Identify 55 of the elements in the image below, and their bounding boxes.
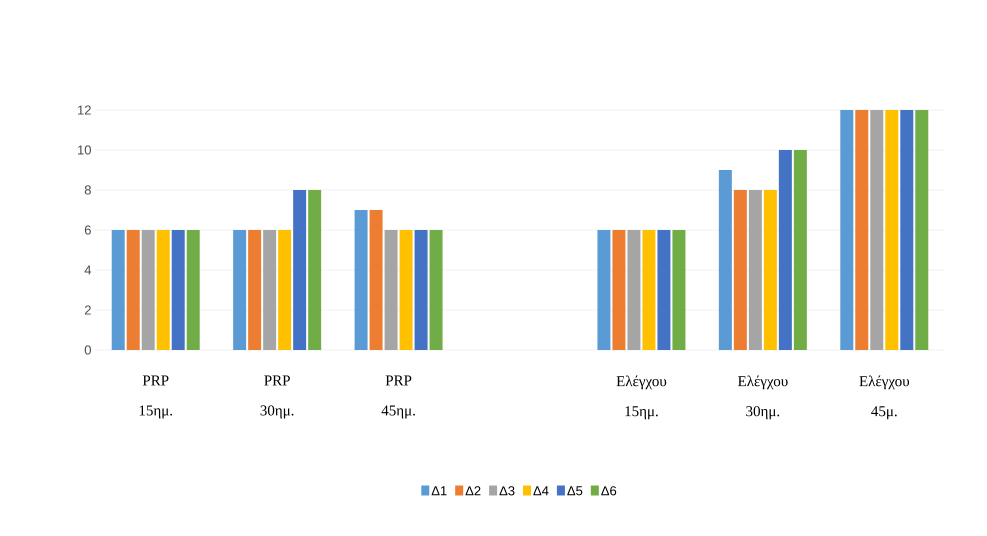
legend-label: Δ1 [432, 486, 447, 496]
bar [794, 150, 807, 350]
legend-label: Δ2 [466, 486, 480, 496]
bar [748, 190, 762, 350]
bar [126, 230, 140, 350]
bar [870, 110, 884, 350]
bar [278, 230, 292, 350]
bar [672, 230, 686, 350]
y-tick-label: 8 [84, 185, 91, 195]
y-tick-label: 4 [84, 266, 92, 274]
x-tick-label: Ελέγχου 30ημ. [738, 376, 788, 420]
bar [370, 210, 383, 350]
y-tick-label: 12 [78, 105, 91, 115]
bar [293, 190, 306, 350]
bar [248, 230, 262, 350]
bar [642, 230, 656, 350]
bar [597, 230, 610, 350]
legend-label: Δ6 [601, 486, 616, 496]
bar [855, 110, 868, 350]
bar [142, 230, 155, 350]
category-label: PRP 45ημ. [382, 376, 415, 419]
legend-label: Δ5 [567, 486, 582, 496]
bar [718, 170, 732, 350]
bar [172, 230, 185, 350]
legend-label: Δ3 [499, 486, 514, 496]
bar [112, 230, 125, 350]
bar [778, 150, 792, 350]
bar [657, 230, 670, 350]
bar [156, 230, 170, 350]
bar [384, 230, 398, 350]
bar [612, 230, 626, 350]
bar [885, 110, 898, 350]
bar [430, 230, 443, 350]
bar [734, 190, 747, 350]
bar [308, 190, 322, 350]
x-tick-label: Ελέγχου 15ημ. [616, 376, 666, 420]
legend-label: Δ4 [533, 486, 549, 496]
bar [627, 230, 640, 350]
bar [263, 230, 276, 350]
bar [414, 230, 428, 350]
bar [840, 110, 854, 350]
bar [915, 110, 928, 350]
x-tick-label: Ελέγχου 45μ. [859, 376, 910, 420]
bar [400, 230, 413, 350]
bar [354, 210, 368, 350]
y-tick-label: 2 [84, 305, 91, 315]
y-tick-label: 6 [84, 225, 91, 235]
bar [900, 110, 914, 350]
y-tick-label: 10 [78, 145, 91, 155]
bar [764, 190, 777, 350]
y-tick-label: 0 [84, 345, 91, 355]
category-label: PRP 15ημ. [140, 376, 172, 419]
bar [233, 230, 246, 350]
bar [186, 230, 200, 350]
category-label: PRP 30ημ. [260, 376, 294, 419]
